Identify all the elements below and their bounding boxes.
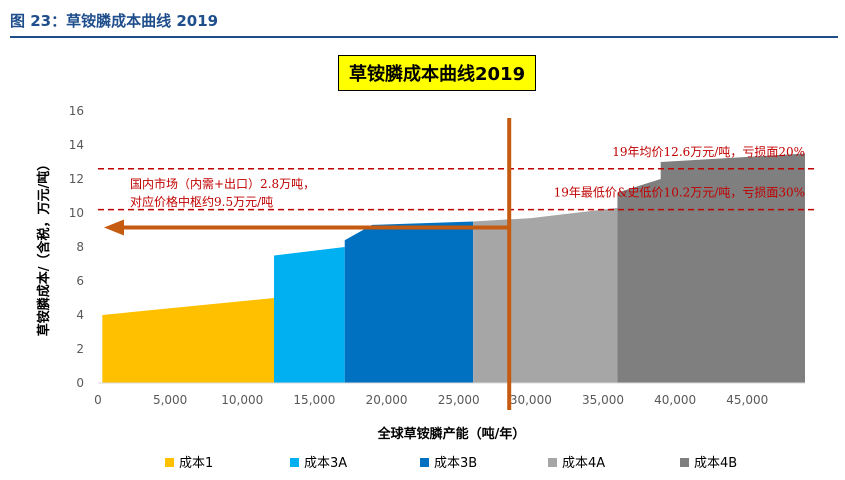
domestic-market-markers: 国内市场（内需+出口）2.8万吨， 对应价格中枢约9.5万元/吨: [104, 118, 512, 410]
x-tick-label: 5,000: [153, 393, 187, 407]
figure-label: 图 23：草铵膦成本曲线 2019: [10, 12, 219, 30]
y-tick-label: 0: [76, 376, 84, 390]
area-series-4: [617, 153, 805, 383]
legend-label-1: 成本3A: [304, 456, 347, 471]
legend-swatch-1: [290, 458, 299, 467]
x-tick-label: 15,000: [293, 393, 335, 407]
y-tick-label: 6: [76, 274, 84, 288]
header-rule: [10, 36, 838, 38]
legend-swatch-0: [165, 458, 174, 467]
legend: 成本1 成本3A 成本3B 成本4A 成本4B: [165, 456, 737, 471]
y-tick-label: 14: [69, 138, 84, 152]
y-tick-label: 10: [69, 206, 84, 220]
legend-swatch-4: [680, 458, 689, 467]
x-tick-label: 25,000: [438, 393, 480, 407]
legend-label-4: 成本4B: [694, 456, 737, 471]
chart-title: 草铵膦成本曲线2019: [338, 55, 537, 91]
y-tick-label: 8: [76, 240, 84, 254]
area-series-2: [344, 221, 474, 383]
legend-label-3: 成本4A: [562, 456, 605, 471]
market-label-line2: 对应价格中枢约9.5万元/吨: [130, 194, 273, 209]
legend-label-2: 成本3B: [434, 456, 477, 471]
reference-lines: 19年均价12.6万元/吨，亏损面20% 19年最低价&史低价10.2万元/吨，亏…: [98, 145, 818, 211]
x-tick-label: 45,000: [726, 393, 768, 407]
market-label-line1: 国内市场（内需+出口）2.8万吨，: [130, 176, 315, 191]
area-series-1: [274, 247, 345, 383]
y-tick-label: 12: [69, 172, 84, 186]
legend-label-0: 成本1: [179, 456, 213, 471]
x-tick-label: 40,000: [654, 393, 696, 407]
reference-label-1: 19年最低价&史低价10.2万元/吨，亏损面30%: [554, 186, 805, 200]
x-tick-label: 35,000: [582, 393, 624, 407]
x-axis-title: 全球草铵膦产能（吨/年）: [377, 426, 526, 442]
y-axis-title: 草铵膦成本/（含税，万元/吨）: [36, 158, 52, 337]
market-price-arrowhead: [104, 219, 124, 236]
x-tick-label: 10,000: [221, 393, 263, 407]
y-tick-label: 4: [76, 308, 84, 322]
area-series-0: [102, 298, 275, 383]
reference-label-0: 19年均价12.6万元/吨，亏损面20%: [612, 145, 805, 159]
axes: 0 2 4 6 8 10 12 14 16 0 5,000 10,000 15,000 20,000 25,…: [36, 104, 805, 442]
y-tick-label: 2: [76, 342, 84, 356]
y-tick-label: 16: [69, 104, 84, 118]
figure-header: 图 23：草铵膦成本曲线 2019: [0, 0, 845, 40]
x-tick-label: 30,000: [510, 393, 552, 407]
x-tick-label: 20,000: [366, 393, 408, 407]
legend-swatch-3: [548, 458, 557, 467]
area-series-3: [473, 207, 618, 383]
legend-swatch-2: [420, 458, 429, 467]
x-tick-label: 0: [94, 393, 102, 407]
cost-areas: [102, 153, 805, 383]
